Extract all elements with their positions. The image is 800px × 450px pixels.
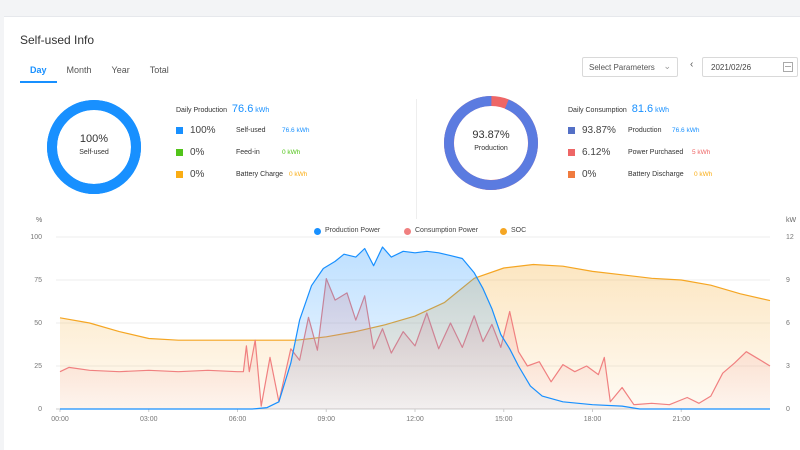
row-percent: 0%: [582, 169, 597, 180]
consumption-donut: 93.87% Production: [441, 93, 541, 193]
calendar-icon: [783, 62, 793, 72]
daily-production-value: 76.6: [231, 103, 254, 115]
period-tabs: Day Month Year Total: [20, 61, 179, 83]
row-name: Battery Discharge: [628, 171, 684, 178]
self-used-main-arc: [47, 100, 141, 194]
row-percent: 0%: [190, 147, 205, 158]
left-tick-label: 25: [34, 363, 42, 370]
row-percent: 93.87%: [582, 125, 616, 136]
consumption-power-area: [60, 278, 770, 409]
select-parameters-label: Select Parameters: [589, 63, 655, 72]
legend-dot-icon: [500, 228, 507, 235]
row-value: 0 kWh: [289, 171, 308, 178]
left-axis-unit: %: [36, 217, 43, 224]
production-power-line: [60, 246, 770, 410]
left-tick-label: 50: [34, 320, 42, 327]
chevron-down-icon: ⌄: [663, 61, 671, 71]
row-name: Power Purchased: [628, 149, 684, 156]
right-tick-label: 9: [786, 277, 790, 284]
x-tick-label: 12:00: [406, 416, 424, 423]
legend-swatch-icon: [568, 149, 575, 156]
right-tick-label: 12: [786, 234, 794, 241]
date-value: 2021/02/26: [711, 63, 752, 72]
production-donut: 100% Self-used: [44, 97, 144, 197]
left-tick-label: 75: [34, 277, 42, 284]
x-tick-label: 21:00: [672, 416, 690, 423]
card-title: Self-used Info: [20, 33, 95, 47]
x-tick-label: 18:00: [584, 416, 602, 423]
production-ring-label: Production: [474, 145, 508, 152]
legend-label: Production Power: [325, 227, 381, 234]
legend-label: SOC: [511, 227, 527, 234]
production-share-main-arc: [444, 96, 538, 190]
tab-total[interactable]: Total: [149, 65, 169, 75]
row-value: 0 kWh: [694, 171, 713, 178]
x-tick-label: 03:00: [140, 416, 158, 423]
left-tick-label: 100: [30, 234, 42, 241]
previous-date-button[interactable]: ‹: [690, 59, 694, 70]
x-tick-label: 09:00: [317, 416, 335, 423]
right-tick-label: 6: [786, 320, 790, 327]
production-info: Daily Production 76.6 kWh 100% Self-used…: [176, 103, 396, 203]
row-percent: 100%: [190, 125, 216, 136]
tab-month[interactable]: Month: [66, 65, 92, 75]
legend-swatch-icon: [176, 171, 183, 178]
self-used-ring-label: Self-used: [79, 149, 109, 156]
daily-production-unit: kWh: [255, 107, 270, 114]
self-used-percent: 100%: [79, 133, 109, 145]
tab-day[interactable]: Day: [20, 61, 57, 83]
daily-production-label: Daily Production: [176, 107, 227, 114]
consumption-info: Daily Consumption 81.6 kWh 93.87% Produc…: [568, 103, 798, 203]
left-tick-label: 0: [38, 406, 42, 413]
right-axis-unit: kW: [786, 217, 797, 224]
legend-dot-icon: [314, 228, 321, 235]
daily-consumption-header: Daily Consumption 81.6 kWh: [568, 103, 669, 115]
daily-production-header: Daily Production 76.6 kWh: [176, 103, 269, 115]
row-value: 0 kWh: [282, 149, 301, 156]
row-name: Battery Charge: [236, 171, 284, 178]
production-share-percent: 93.87%: [472, 129, 510, 141]
row-value: 76.6 kWh: [672, 127, 700, 134]
x-tick-label: 15:00: [495, 416, 513, 423]
row-value: 76.6 kWh: [282, 127, 310, 134]
self-used-ring: [47, 100, 141, 194]
x-tick-label: 06:00: [229, 416, 247, 423]
production-power-area: [60, 247, 770, 409]
row-name: Self-used: [236, 127, 266, 134]
x-tick-label: 00:00: [51, 416, 69, 423]
legend-swatch-icon: [176, 149, 183, 156]
daily-consumption-value: 81.6: [631, 103, 654, 115]
legend-swatch-icon: [568, 171, 575, 178]
row-name: Production: [628, 127, 662, 134]
select-parameters-dropdown[interactable]: Select Parameters ⌄: [582, 57, 678, 77]
row-percent: 6.12%: [582, 147, 611, 158]
production-ring: [444, 96, 538, 190]
right-tick-label: 0: [786, 406, 790, 413]
daily-consumption-label: Daily Consumption: [568, 107, 627, 114]
daily-consumption-unit: kWh: [655, 107, 670, 114]
legend-swatch-icon: [568, 127, 575, 134]
right-tick-label: 3: [786, 363, 790, 370]
row-name: Feed-in: [236, 149, 260, 156]
legend-dot-icon: [404, 228, 411, 235]
panel-divider: [416, 99, 417, 219]
row-percent: 0%: [190, 169, 205, 180]
legend-swatch-icon: [176, 127, 183, 134]
tab-year[interactable]: Year: [111, 65, 130, 75]
date-picker[interactable]: 2021/02/26: [702, 57, 798, 77]
legend-label: Consumption Power: [415, 227, 479, 234]
row-value: 5 kWh: [692, 149, 711, 156]
